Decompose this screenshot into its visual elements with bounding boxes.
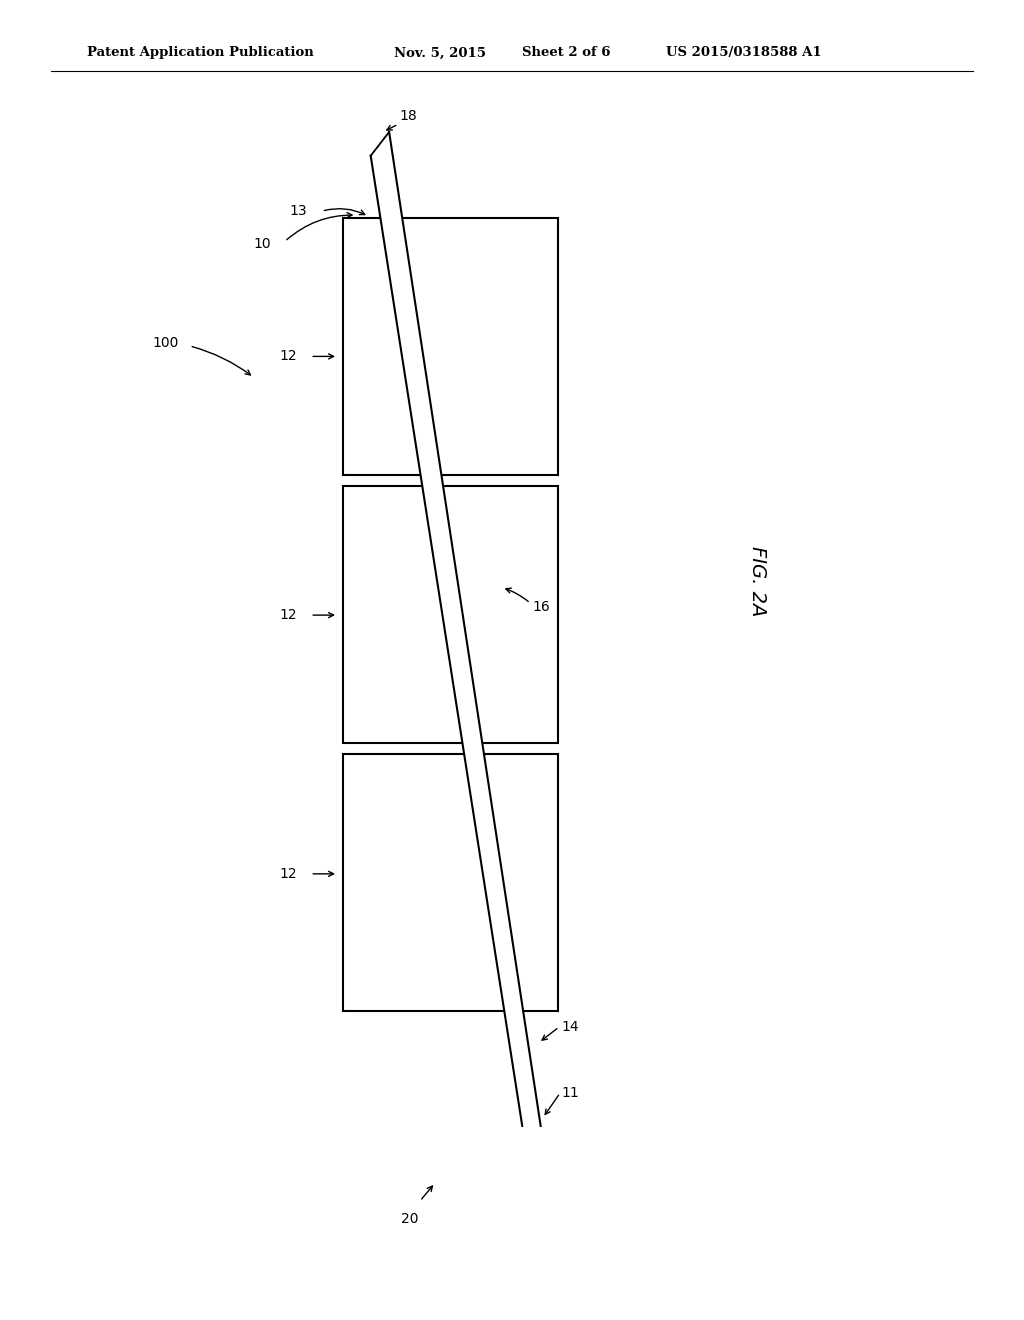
Polygon shape	[371, 132, 541, 1126]
Text: US 2015/0318588 A1: US 2015/0318588 A1	[666, 46, 821, 59]
Text: 10: 10	[254, 238, 271, 251]
Bar	[343, 218, 558, 475]
Text: Patent Application Publication: Patent Application Publication	[87, 46, 313, 59]
Text: Nov. 5, 2015: Nov. 5, 2015	[394, 46, 486, 59]
Bar	[343, 486, 558, 743]
Text: 12: 12	[280, 609, 297, 622]
Text: FIG. 2A: FIG. 2A	[749, 545, 767, 616]
Bar	[343, 754, 558, 1011]
Text: 11: 11	[561, 1086, 579, 1100]
Text: 100: 100	[153, 337, 179, 350]
Text: 14: 14	[561, 1020, 579, 1034]
Text: 16: 16	[532, 601, 550, 614]
Text: 13: 13	[290, 205, 307, 218]
Text: 12: 12	[280, 867, 297, 880]
Text: 18: 18	[399, 108, 417, 123]
Text: 20: 20	[400, 1212, 419, 1226]
Text: 12: 12	[280, 350, 297, 363]
Text: Sheet 2 of 6: Sheet 2 of 6	[522, 46, 610, 59]
